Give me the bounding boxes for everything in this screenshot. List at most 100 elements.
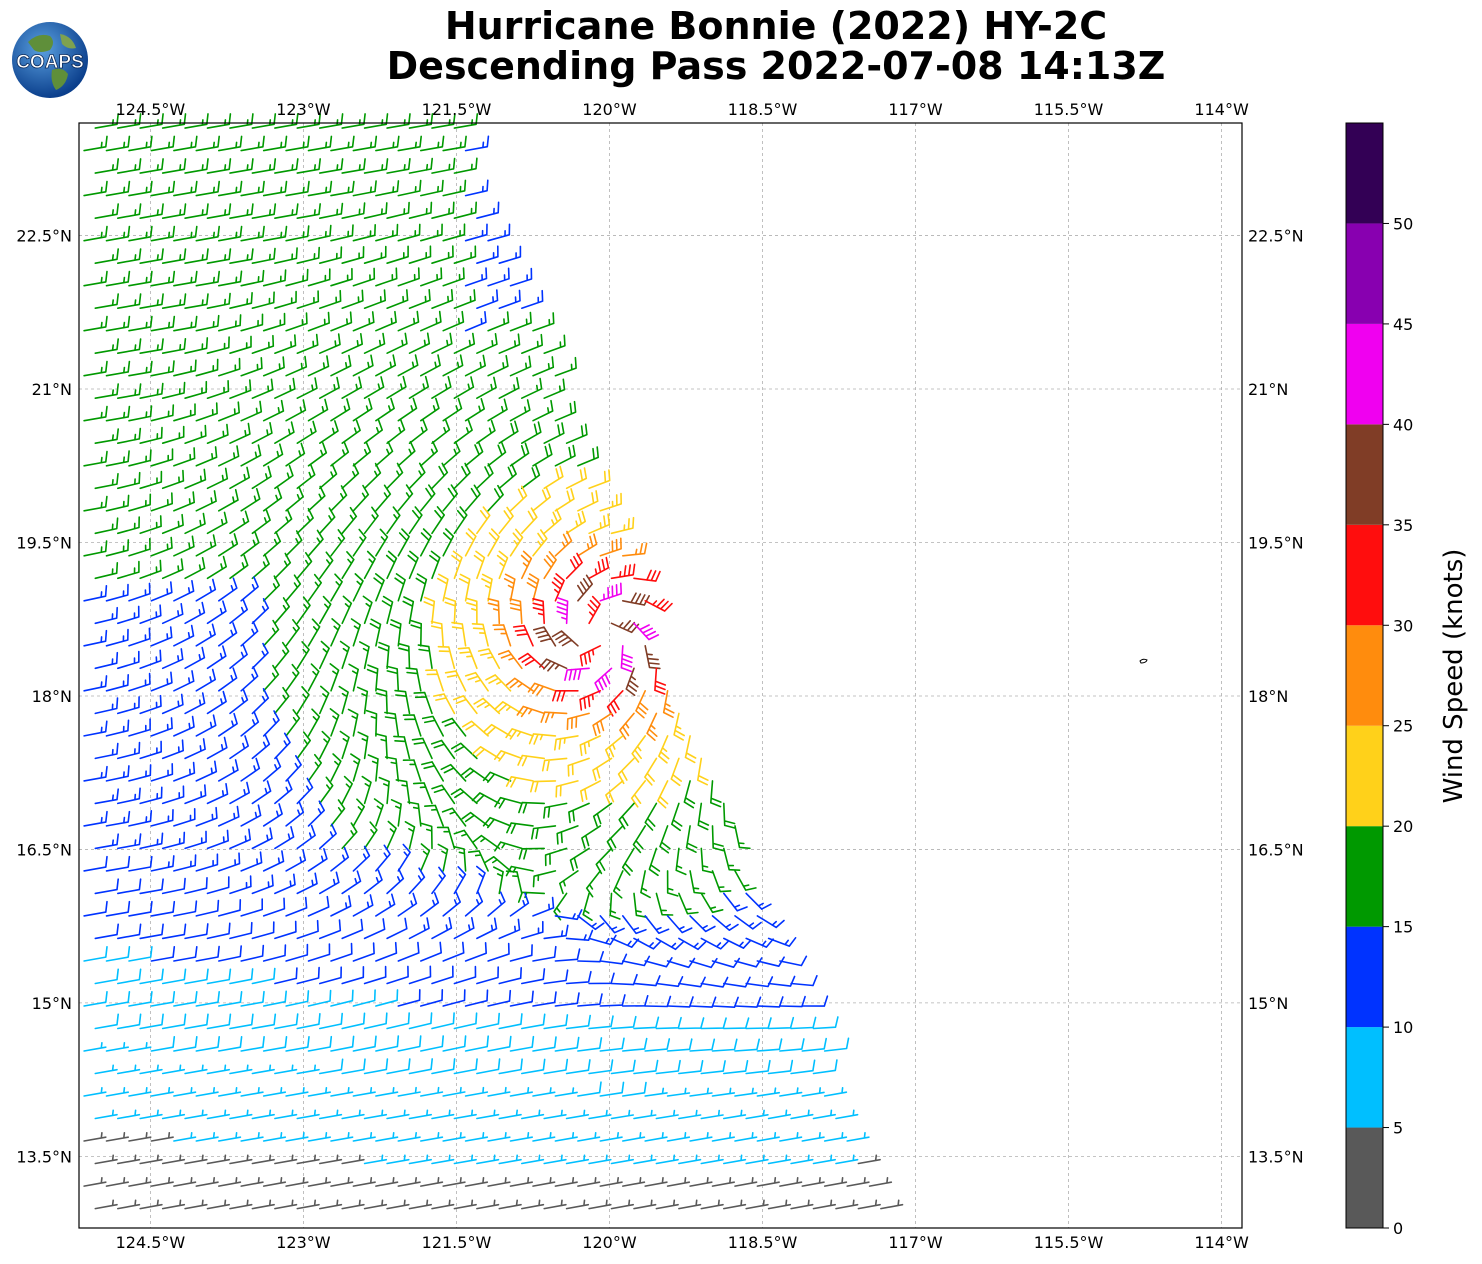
wind-barb xyxy=(274,778,293,805)
wind-barb xyxy=(341,918,364,940)
wind-barb xyxy=(516,705,545,718)
wind-barb xyxy=(498,377,520,399)
wind-barb xyxy=(378,641,390,670)
wind-barb xyxy=(274,1154,298,1165)
wind-barb xyxy=(94,742,119,760)
wind-barb xyxy=(632,825,646,854)
wind-barb xyxy=(577,993,603,1007)
wind-barb xyxy=(552,689,579,702)
wind-barb xyxy=(117,1109,141,1120)
wind-barb xyxy=(161,1199,186,1210)
wind-barb xyxy=(444,597,457,625)
wind-barb xyxy=(397,354,419,377)
wind-barb xyxy=(678,976,706,988)
wind-barb xyxy=(94,338,119,354)
wind-barb xyxy=(262,443,284,467)
wind-barb xyxy=(347,708,359,737)
wind-barb xyxy=(633,892,648,918)
lat-tick-right: 22.5°N xyxy=(1248,227,1304,246)
wind-barb xyxy=(229,1013,254,1030)
wind-barb xyxy=(262,850,285,872)
wind-barb xyxy=(521,421,542,444)
wind-barb xyxy=(274,641,290,670)
wind-barb xyxy=(487,1086,511,1097)
lat-tick-left: 15°N xyxy=(32,994,72,1013)
wind-barb xyxy=(83,1177,107,1187)
wind-barb xyxy=(296,641,310,670)
wind-barb xyxy=(94,293,119,309)
wind-barb xyxy=(521,1154,545,1165)
wind-barb xyxy=(723,1060,749,1075)
wind-barb xyxy=(554,400,577,422)
wind-barb xyxy=(554,488,575,512)
wind-barb xyxy=(262,531,282,557)
wind-barb xyxy=(195,402,218,422)
wind-barb xyxy=(700,1154,724,1165)
wind-barb xyxy=(386,917,408,940)
wind-barb xyxy=(296,1064,320,1075)
wind-barb xyxy=(184,337,209,354)
wind-barb xyxy=(697,757,709,786)
wind-barb xyxy=(723,1154,747,1165)
lon-tick-bottom: 120°W xyxy=(582,1233,637,1252)
wind-barb xyxy=(450,788,478,805)
wind-barb xyxy=(397,989,421,1007)
lon-tick-top: 124.5°W xyxy=(116,100,186,119)
wind-barb xyxy=(386,868,405,895)
wind-barb xyxy=(83,135,108,152)
wind-barb xyxy=(397,941,420,962)
wind-barb xyxy=(195,760,218,782)
wind-barb xyxy=(599,915,625,934)
wind-barb xyxy=(487,989,512,1007)
wind-barb xyxy=(431,506,445,535)
colorbar-bin xyxy=(1346,826,1383,927)
lon-tick-top: 120°W xyxy=(582,100,637,119)
lon-tick-bottom: 118.5°W xyxy=(728,1233,798,1252)
wind-barb xyxy=(274,508,293,535)
wind-barb xyxy=(240,444,262,467)
wind-barb xyxy=(476,1154,500,1165)
wind-barb xyxy=(421,761,444,782)
wind-barb xyxy=(482,816,512,829)
wind-barb xyxy=(206,158,232,174)
wind-barb xyxy=(330,180,355,197)
wind-barb xyxy=(453,1154,477,1165)
wind-barb xyxy=(588,1109,612,1120)
wind-barb xyxy=(485,674,512,692)
wind-barb xyxy=(509,267,533,287)
wind-barb xyxy=(375,1087,399,1097)
wind-barb xyxy=(655,937,684,951)
wind-barb xyxy=(139,426,163,444)
wind-barb xyxy=(655,1016,682,1030)
wind-barb xyxy=(184,512,206,535)
wind-barb xyxy=(476,1199,500,1210)
wind-barb xyxy=(150,1177,174,1187)
wind-barb xyxy=(161,381,186,399)
wind-barb xyxy=(363,289,386,309)
wind-barb xyxy=(527,682,557,696)
wind-barb xyxy=(362,595,373,625)
wind-barb xyxy=(476,419,496,444)
wind-barb xyxy=(341,1154,365,1165)
wind-barb xyxy=(710,780,722,808)
wind-barb xyxy=(487,311,510,332)
wind-barb xyxy=(617,757,635,785)
lat-tick-right: 16.5°N xyxy=(1248,840,1304,859)
wind-barb xyxy=(105,900,131,917)
wind-barb xyxy=(375,223,399,242)
wind-barb xyxy=(341,1012,366,1030)
wind-barb xyxy=(588,972,615,985)
wind-barb xyxy=(375,733,388,760)
wind-barb xyxy=(352,1035,377,1052)
wind-barb xyxy=(420,892,440,917)
wind-barb xyxy=(554,530,573,557)
wind-barb xyxy=(442,397,463,422)
wind-barb xyxy=(395,779,411,805)
wind-barb xyxy=(341,158,366,174)
wind-barb xyxy=(128,991,153,1007)
wind-barb xyxy=(408,375,430,399)
wind-barb xyxy=(262,269,287,287)
wind-barb xyxy=(711,915,739,931)
wind-barb xyxy=(139,1154,163,1165)
wind-barb xyxy=(319,871,340,895)
